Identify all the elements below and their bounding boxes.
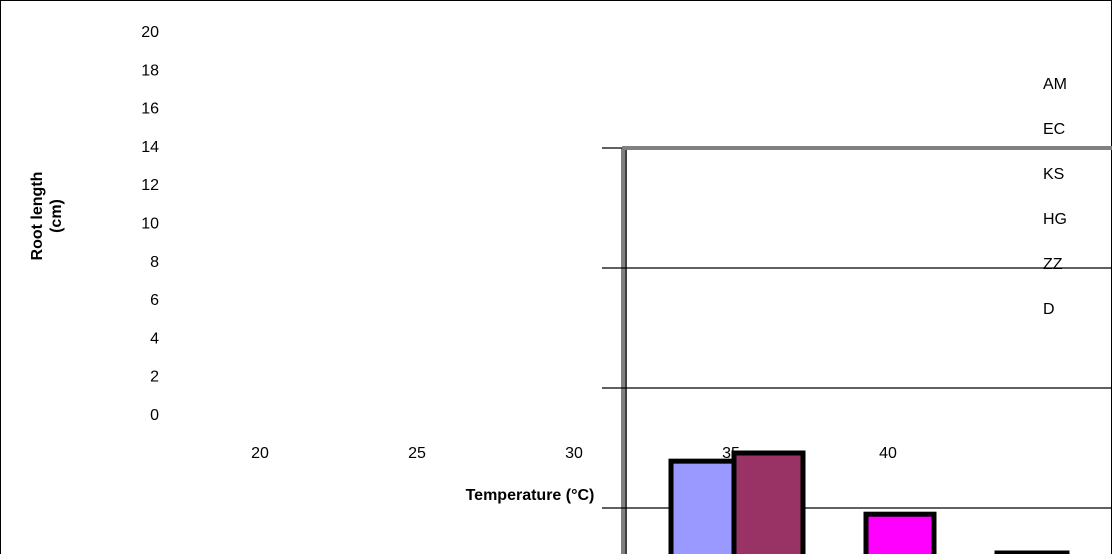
y-tick-label: 16 <box>141 101 159 118</box>
x-axis-title: Temperature (°C) <box>466 487 595 504</box>
x-tick-label: 25 <box>408 445 426 462</box>
legend-item: ZZ <box>1043 256 1063 273</box>
y-tick-label: 14 <box>141 139 159 156</box>
y-tick-label: 2 <box>150 369 159 386</box>
legend-item: EC <box>1043 121 1065 138</box>
legend-item: D <box>1043 301 1055 318</box>
y-tick-label: 6 <box>150 292 159 309</box>
x-axis-tick-labels: 20 25 30 35 40 <box>251 445 897 462</box>
bar-ec <box>731 450 806 559</box>
y-tick-label: 0 <box>150 407 159 424</box>
legend-item: HG <box>1043 211 1067 228</box>
y-axis-tick-labels: 0 2 4 6 8 10 12 14 16 18 20 <box>141 24 159 424</box>
x-tick-label: 30 <box>565 445 583 462</box>
y-tick-label: 12 <box>141 177 159 194</box>
gridlines <box>602 147 1112 509</box>
y-tick-label: 18 <box>141 62 159 79</box>
legend: AM EC KS HG ZZ D <box>1043 76 1067 318</box>
x-tick-label: 20 <box>251 445 269 462</box>
y-tick-label: 20 <box>141 24 159 41</box>
x-tick-label: 40 <box>879 445 897 462</box>
y-axis-title-line-2: (cm) <box>48 199 65 233</box>
y-axis-title-line-1: Root length <box>29 172 46 261</box>
y-tick-label: 10 <box>141 216 159 233</box>
y-tick-label: 8 <box>150 254 159 271</box>
legend-item: AM <box>1043 76 1067 93</box>
bar-am <box>668 458 740 559</box>
bar-ks <box>863 511 937 559</box>
y-tick-label: 4 <box>150 330 159 347</box>
plot-area <box>602 146 1112 559</box>
bars <box>668 450 1070 559</box>
legend-item: KS <box>1043 166 1064 183</box>
